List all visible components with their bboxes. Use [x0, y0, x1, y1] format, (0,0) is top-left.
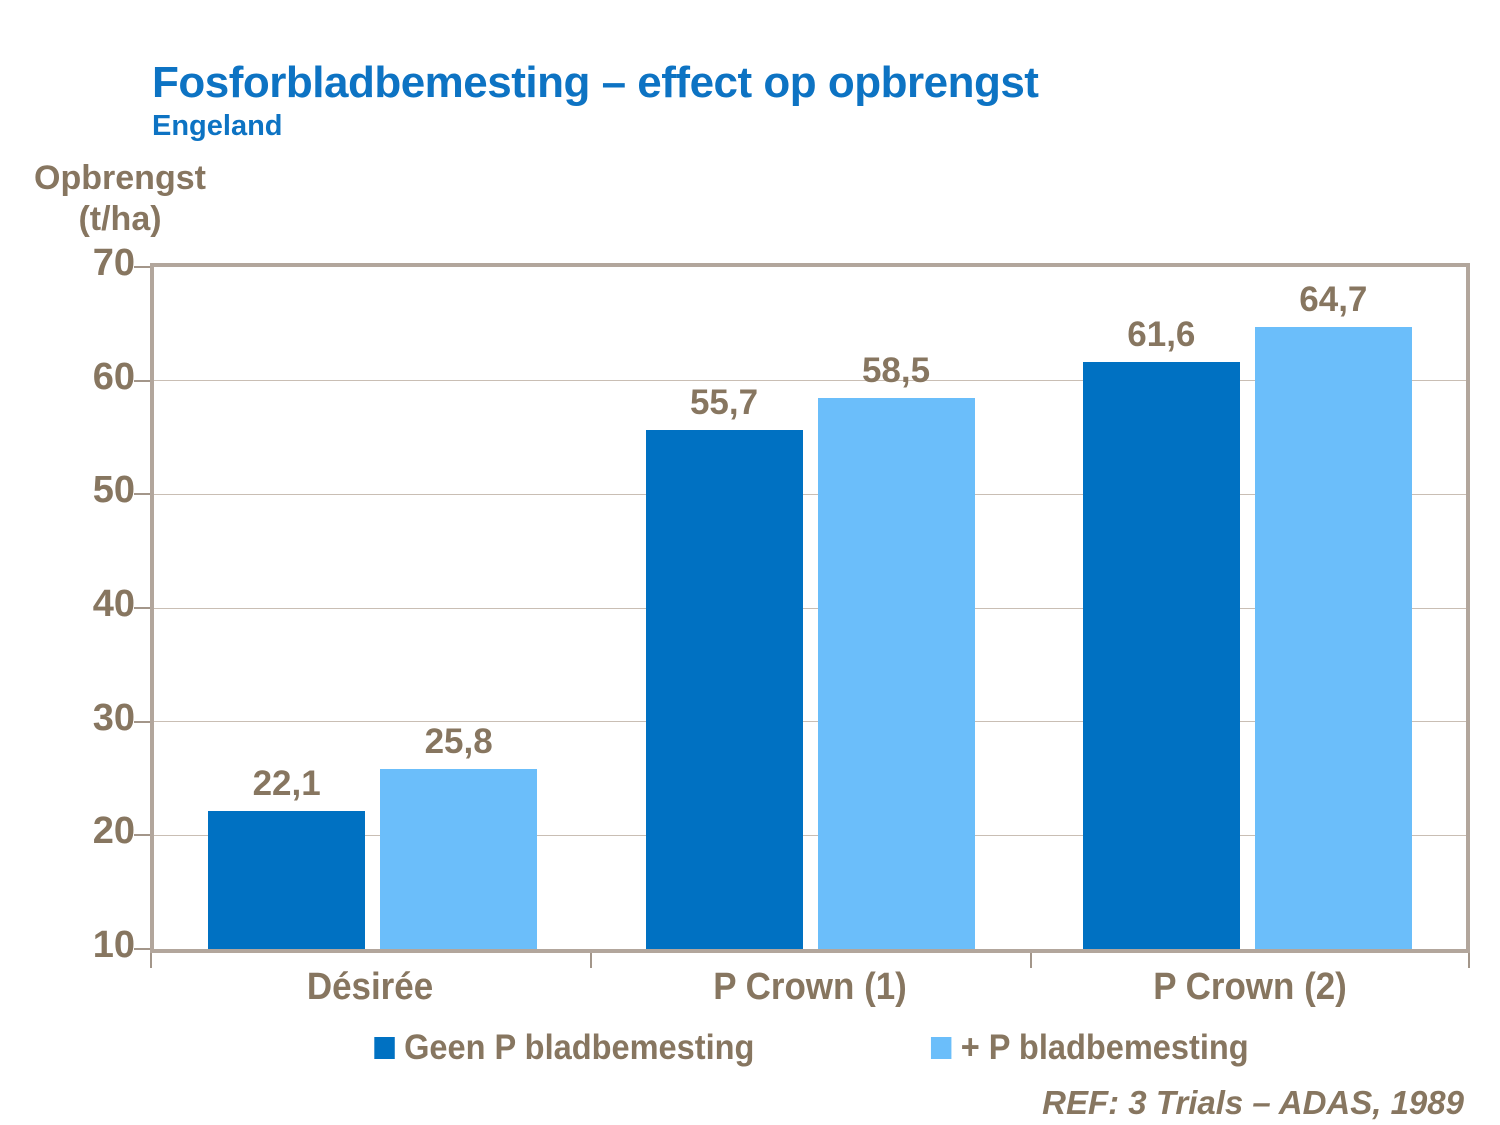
page-title: Fosforbladbemesting – effect op opbrengs… [152, 58, 1039, 107]
bar-pcrown1-geen-p [645, 429, 803, 949]
y-tick-40 [134, 607, 150, 609]
legend-swatch-light-blue [930, 1037, 951, 1059]
x-tick-0 [150, 953, 152, 968]
category-label-desiree: Désirée [306, 966, 434, 1008]
legend-swatch-dark-blue [374, 1037, 395, 1059]
page-subtitle: Engeland [152, 110, 283, 142]
y-tick-30 [134, 720, 150, 723]
legend-item-plus-p: + P bladbemesting [930, 1028, 1249, 1068]
x-tick-2 [1030, 953, 1032, 968]
value-label-desiree-geen-p: 22,1 [252, 764, 321, 804]
value-label-pcrown2-geen-p: 61,6 [1127, 315, 1196, 355]
gridline-50 [154, 493, 1466, 495]
y-tick-50 [134, 493, 150, 496]
y-tick-label-60: 60 [92, 355, 135, 398]
y-axis-title: Opbrengst (t/ha) [20, 158, 220, 240]
value-label-desiree-plus-p: 25,8 [424, 722, 493, 762]
value-label-pcrown2-plus-p: 64,7 [1299, 280, 1368, 320]
gridline-30 [154, 721, 1466, 723]
value-label-pcrown1-plus-p: 58,5 [861, 350, 931, 390]
y-tick-label-10: 10 [92, 924, 135, 966]
value-label-pcrown1-geen-p: 55,7 [689, 382, 759, 422]
gridline-60 [154, 380, 1466, 382]
bar-pcrown1-plus-p [817, 397, 975, 949]
legend: Geen P bladbemesting + P bladbemesting [150, 1028, 1470, 1068]
x-tick-1 [590, 953, 592, 968]
y-tick-20 [134, 834, 150, 837]
y-tick-label-50: 50 [92, 469, 135, 512]
legend-label-plus-p: + P bladbemesting [960, 1028, 1249, 1067]
y-tick-label-40: 40 [92, 583, 135, 625]
category-label-pcrown2: P Crown (2) [1153, 966, 1347, 1008]
legend-item-geen-p: Geen P bladbemesting [374, 1028, 754, 1068]
category-label-pcrown1: P Crown (1) [713, 966, 907, 1008]
y-tick-70 [134, 266, 150, 268]
y-axis-title-line2: (t/ha) [78, 199, 162, 238]
y-tick-label-70: 70 [92, 242, 135, 284]
bar-pcrown2-plus-p [1254, 327, 1412, 949]
gridline-20 [154, 834, 1466, 836]
y-tick-label-20: 20 [92, 810, 135, 853]
y-tick-label-30: 30 [92, 696, 135, 739]
y-tick-60 [134, 379, 150, 382]
y-tick-10 [134, 948, 150, 950]
x-tick-3 [1468, 953, 1470, 968]
bar-desiree-plus-p [380, 769, 538, 949]
legend-label-geen-p: Geen P bladbemesting [403, 1028, 755, 1067]
reference-text: REF: 3 Trials – ADAS, 1989 [1042, 1084, 1464, 1121]
gridline-40 [154, 607, 1466, 609]
y-axis-title-line1: Opbrengst [34, 159, 206, 197]
bar-desiree-geen-p [208, 811, 366, 949]
bar-pcrown2-geen-p [1082, 362, 1240, 949]
